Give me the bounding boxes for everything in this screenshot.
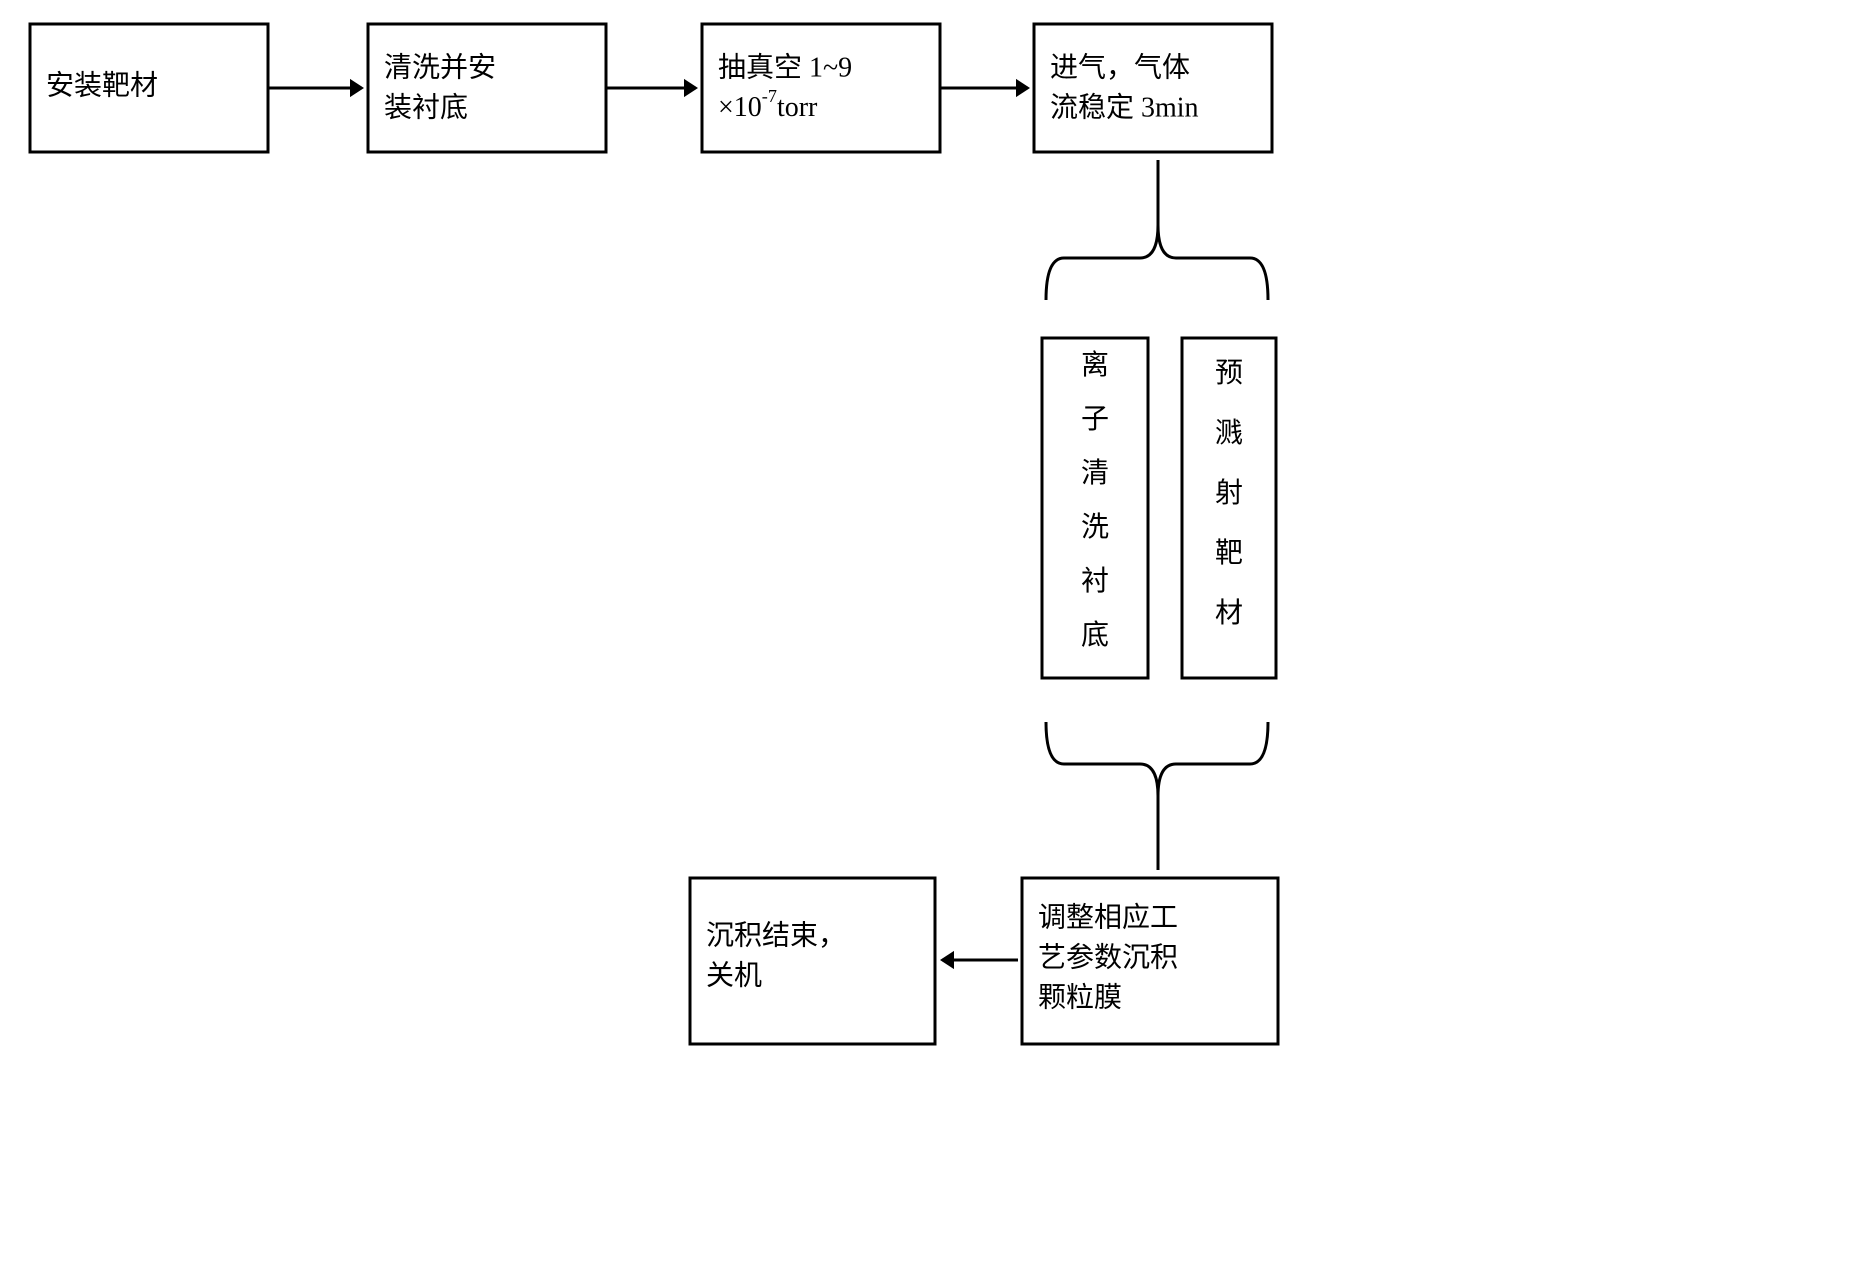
flow-box-b2-line1: 装衬底: [384, 91, 468, 123]
flow-vbox-v5-char0: 离: [1081, 349, 1109, 381]
flow-box-b3-line0: 抽真空 1~9: [718, 51, 852, 83]
flow-box-b7-line0: 调整相应工: [1038, 901, 1178, 933]
flow-vbox-v6-char3: 靶: [1215, 537, 1243, 569]
flow-box-b1-line0: 安装靶材: [46, 69, 158, 101]
flow-vbox-v5-char2: 清: [1081, 457, 1109, 489]
flow-vbox-v5-char4: 衬: [1081, 565, 1109, 597]
flow-box-b7-line2: 颗粒膜: [1038, 981, 1122, 1013]
flow-box-b8-line0: 沉积结束，: [706, 919, 846, 951]
flow-vbox-v6-char2: 射: [1215, 477, 1243, 509]
flow-box-b4-line1: 流稳定 3min: [1050, 91, 1199, 123]
flow-box-b2: [368, 24, 606, 152]
flow-vbox-v5-char5: 底: [1081, 619, 1109, 651]
flow-box-b4-line0: 进气，气体: [1050, 51, 1190, 83]
flow-box-b7-line1: 艺参数沉积: [1038, 941, 1178, 973]
flow-vbox-v6-char1: 溅: [1215, 417, 1243, 449]
flow-vbox-v6-char0: 预: [1215, 358, 1243, 389]
flow-vbox-v5-char3: 洗: [1081, 511, 1109, 543]
flow-box-b2-line0: 清洗并安: [384, 51, 496, 83]
flow-box-b8-line1: 关机: [706, 959, 762, 991]
flow-vbox-v5-char1: 子: [1081, 404, 1109, 435]
flow-vbox-v6-char4: 材: [1215, 597, 1243, 629]
flow-box-b4: [1034, 24, 1272, 152]
flow-box-b3: [702, 24, 940, 152]
